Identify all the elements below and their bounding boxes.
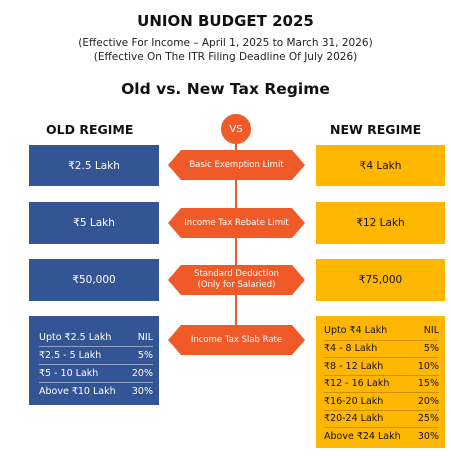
new-slab-range: ₹20-24 Lakh (324, 413, 384, 425)
comparison-heading: Old vs. New Tax Regime (121, 80, 330, 98)
new-slab-rate: 10% (417, 360, 439, 372)
old-basic-exemption: ₹2.5 Lakh (29, 145, 159, 186)
old-rebate-limit: ₹5 Lakh (29, 202, 159, 244)
new-slab-row: ₹16-20 Lakh 20% (324, 392, 439, 410)
new-slab-row: ₹20-24 Lakh 25% (324, 409, 439, 428)
new-slab-rate: 25% (417, 413, 439, 425)
standard-deduction-label-text: Standard Deduction (194, 269, 279, 280)
page-title: UNION BUDGET 2025 (137, 12, 314, 30)
new-slab-row: ₹12 - 16 Lakh 15% (324, 374, 439, 393)
old-slab-row: ₹5 - 10 Lakh 20% (39, 364, 153, 382)
old-slab-rate: 5% (137, 350, 153, 361)
new-slab-range: Upto ₹4 Lakh (324, 325, 388, 337)
center-connector-line (235, 144, 237, 340)
basic-exemption-label-text: Basic Exemption Limit (189, 159, 284, 170)
new-slab-rate: 5% (423, 343, 439, 355)
subtitle-effective-itr: (Effective On The ITR Filing Deadline Of… (93, 51, 358, 63)
slab-rate-label-text: Income Tax Slab Rate (190, 334, 283, 345)
new-slab-range: Above ₹24 Lakh (324, 430, 401, 442)
old-slab-rate: NIL (137, 331, 153, 343)
old-slab-rate: 20% (131, 368, 153, 379)
old-slab-row: Upto ₹2.5 Lakh NIL (39, 328, 153, 346)
old-slab-row: ₹2.5 - 5 Lakh 5% (39, 346, 153, 364)
new-regime-header: NEW REGIME (330, 122, 422, 137)
old-slab-rate: 30% (131, 386, 153, 397)
subtitle-effective-income: (Effective For Income – April 1, 2025 to… (78, 37, 373, 49)
old-slab-range: Above ₹10 Lakh (39, 386, 116, 397)
new-slab-row: ₹4 - 8 Lakh 5% (324, 339, 439, 358)
standard-deduction-label-sub: (Only for Salaried) (197, 280, 276, 290)
old-slab-range: ₹2.5 - 5 Lakh (39, 350, 102, 361)
old-slab-table: Upto ₹2.5 Lakh NIL ₹2.5 - 5 Lakh 5% ₹5 -… (29, 316, 159, 405)
old-slab-range: Upto ₹2.5 Lakh (39, 331, 112, 343)
new-slab-row: Above ₹24 Lakh 30% (324, 427, 439, 445)
new-standard-deduction: ₹75,000 (316, 259, 445, 301)
standard-deduction-label: Standard Deduction (Only for Salaried) (168, 265, 305, 295)
new-slab-rate: 20% (417, 395, 439, 407)
slab-rate-label: Income Tax Slab Rate (168, 325, 305, 355)
old-regime-header: OLD REGIME (46, 122, 134, 137)
new-slab-row: Upto ₹4 Lakh NIL (324, 322, 439, 340)
rebate-limit-label: Income Tax Rebate Limit (168, 208, 305, 238)
new-slab-rate: 30% (417, 430, 439, 442)
basic-exemption-label: Basic Exemption Limit (168, 150, 305, 180)
old-slab-range: ₹5 - 10 Lakh (39, 368, 99, 379)
new-slab-range: ₹8 - 12 Lakh (324, 360, 384, 372)
old-slab-row: Above ₹10 Lakh 30% (39, 382, 153, 400)
new-slab-range: ₹4 - 8 Lakh (324, 343, 378, 355)
old-standard-deduction: ₹50,000 (29, 259, 159, 301)
new-slab-row: ₹8 - 12 Lakh 10% (324, 357, 439, 375)
rebate-limit-label-text: Income Tax Rebate Limit (184, 217, 289, 228)
new-rebate-limit: ₹12 Lakh (316, 202, 445, 244)
new-slab-range: ₹16-20 Lakh (324, 395, 384, 407)
new-slab-rate: 15% (417, 378, 439, 390)
new-slab-rate: NIL (423, 325, 439, 337)
new-slab-table: Upto ₹4 Lakh NIL ₹4 - 8 Lakh 5% ₹8 - 12 … (316, 316, 445, 448)
new-slab-range: ₹12 - 16 Lakh (324, 378, 390, 390)
vs-badge: VS (221, 114, 251, 144)
new-basic-exemption: ₹4 Lakh (316, 145, 445, 186)
